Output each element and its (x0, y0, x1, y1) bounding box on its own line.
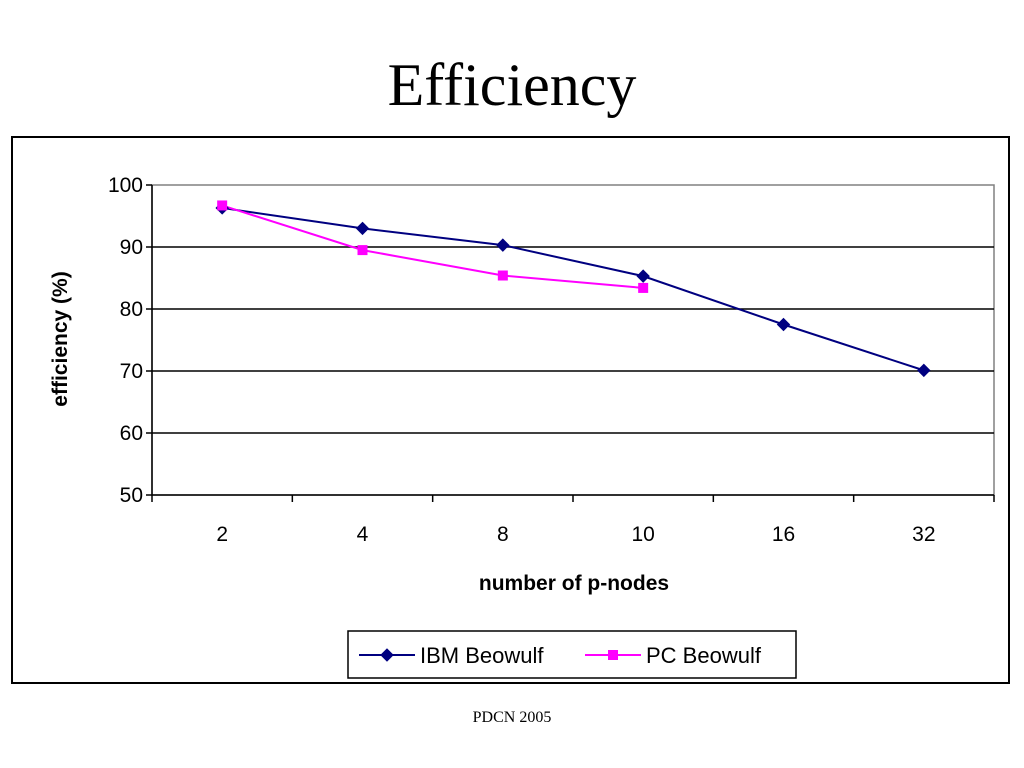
data-point-series-2 (357, 245, 368, 256)
y-tick-label: 90 (120, 236, 143, 259)
legend-label-2: PC Beowulf (646, 643, 762, 668)
grid-lines (151, 184, 995, 496)
legend-marker-1 (380, 648, 394, 662)
legend: IBM Beowulf PC Beowulf (347, 630, 797, 679)
slide-footer: PDCN 2005 (472, 709, 552, 726)
series-lines (221, 204, 925, 372)
data-point-series-1 (917, 363, 931, 378)
x-axis-title: number of p-nodes (479, 572, 669, 595)
series-line-2 (221, 204, 644, 289)
plot-area (151, 184, 995, 496)
y-tick-label: 50 (120, 484, 143, 507)
data-point-series-2 (217, 200, 228, 211)
y-tick-label: 80 (120, 298, 143, 321)
legend-box (347, 630, 797, 679)
y-axis-title: efficiency (%) (49, 271, 72, 406)
data-point-series-1 (776, 317, 791, 332)
data-point-series-1 (355, 221, 370, 236)
y-tick-label: 100 (108, 174, 143, 197)
x-tick-label: 8 (497, 523, 509, 546)
data-point-series-1 (496, 238, 510, 252)
efficiency-chart: 50 60 70 80 90 100 2 4 8 10 16 32 number of p-nodes… (49, 174, 995, 679)
tick-labels: 50 60 70 80 90 100 2 4 8 10 16 32 (108, 174, 936, 546)
axes (146, 184, 995, 502)
slide-title: Efficiency (387, 52, 637, 118)
x-tick-label: 16 (772, 523, 795, 546)
data-point-series-2 (638, 282, 649, 293)
series-line-1 (222, 206, 925, 372)
data-point-series-2 (497, 270, 508, 281)
y-tick-label: 70 (120, 360, 143, 383)
legend-marker-2 (608, 650, 618, 660)
x-tick-label: 32 (912, 523, 935, 546)
series-markers (215, 200, 931, 378)
data-point-series-1 (636, 269, 650, 283)
y-tick-label: 60 (120, 422, 143, 445)
x-tick-label: 4 (357, 523, 369, 546)
x-tick-label: 2 (216, 523, 228, 546)
x-tick-label: 10 (631, 523, 654, 546)
chart-frame: 50 60 70 80 90 100 2 4 8 10 16 32 number of p-nodes… (11, 136, 1010, 684)
legend-label-1: IBM Beowulf (420, 643, 544, 668)
